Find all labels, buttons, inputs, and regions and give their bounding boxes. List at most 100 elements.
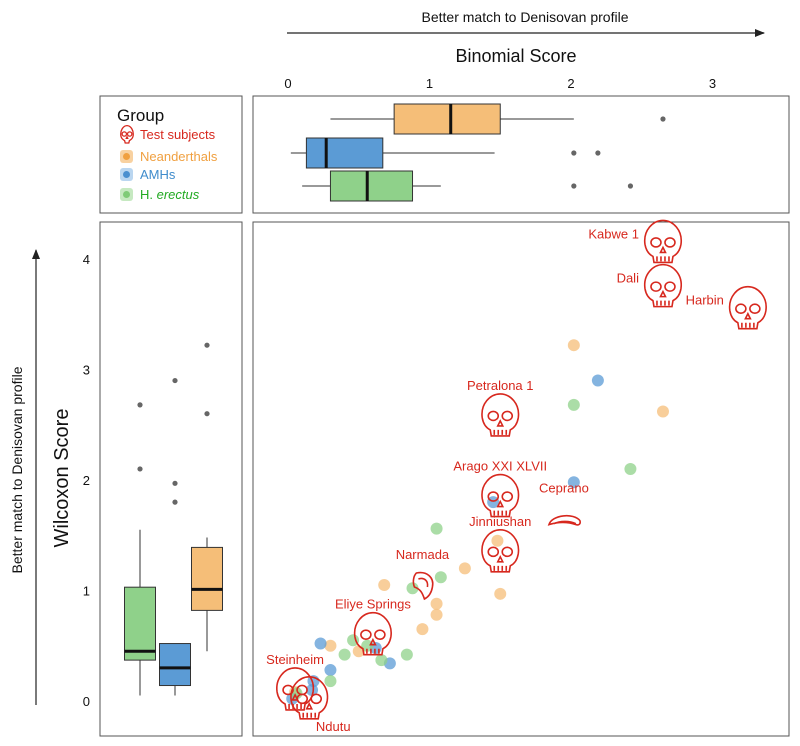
- legend-test-label: Test subjects: [140, 127, 216, 142]
- point-neanderthal: [430, 608, 443, 621]
- skull-icon: [481, 393, 520, 437]
- point-amh: [314, 637, 327, 650]
- skull-eye-left: [487, 410, 500, 422]
- left-box-outlier: [137, 402, 143, 408]
- skull-nose: [369, 637, 377, 646]
- subject-label: Eliye Springs: [335, 597, 411, 612]
- y-tick-label: 1: [83, 584, 90, 599]
- point-erectus: [434, 571, 447, 584]
- subject-skull-icon: [481, 393, 520, 437]
- top-box-erectus: [329, 170, 414, 202]
- point-neanderthal: [458, 562, 471, 575]
- skull-teeth: [656, 300, 670, 306]
- top-box-outlier: [627, 183, 634, 189]
- top-box-amh: [305, 137, 384, 169]
- subject-label: Kabwe 1: [588, 226, 639, 241]
- subject-skull-icon: [353, 611, 392, 656]
- point-erectus: [567, 398, 580, 411]
- point-neanderthal: [567, 339, 580, 352]
- skull-teeth: [493, 429, 508, 435]
- skull-teeth: [493, 510, 508, 516]
- legend-skull-icon: [120, 124, 134, 144]
- left-box-outlier: [204, 342, 210, 348]
- skull-icon: [481, 529, 520, 573]
- skull-icon: [643, 263, 682, 308]
- top-arrow-label: Better match to Denisovan profile: [422, 9, 629, 25]
- left-boxplot-panel: [99, 221, 243, 737]
- legend-amh-label: AMHs: [140, 167, 176, 182]
- subject-skull-icon: [290, 675, 329, 720]
- skull-eye-right: [664, 237, 676, 248]
- point-erectus: [430, 522, 443, 535]
- y-tick-label: 0: [83, 694, 90, 709]
- skull-eye-right: [501, 491, 514, 502]
- left-arrow-label: Better match to Denisovan profile: [9, 366, 25, 573]
- subject-skull-icon: [481, 473, 520, 518]
- x-tick-label: 2: [567, 76, 574, 91]
- skull-teeth: [493, 565, 508, 571]
- skull-cap-icon: [547, 514, 581, 526]
- subject-skull-icon: [412, 571, 434, 601]
- skull-eye-left: [650, 281, 662, 292]
- x-axis-title: Binomial Score: [455, 46, 576, 66]
- legend-erectus-dot: [123, 191, 130, 198]
- top-box-outlier: [660, 116, 666, 122]
- top-boxplot-panel: [252, 95, 790, 214]
- subject-skull-icon: [728, 285, 767, 330]
- point-erectus: [375, 654, 388, 667]
- legend-erectus-label: H. erectus: [140, 187, 200, 202]
- legend-neanderthal-dot: [123, 153, 130, 160]
- subject-skull-icon: [643, 219, 682, 264]
- subject-label: Steinheim: [266, 652, 324, 667]
- left-box-erectus: [124, 586, 156, 661]
- point-erectus: [406, 582, 419, 595]
- left-box-outlier: [172, 377, 178, 384]
- point-erectus: [400, 648, 413, 661]
- point-neanderthal: [430, 597, 443, 610]
- x-tick-label: 1: [426, 76, 433, 91]
- skull-nose: [496, 499, 505, 508]
- skull-fragment-line: [418, 577, 429, 588]
- top-box-outlier: [595, 150, 601, 156]
- subject-skull-icon: [547, 514, 581, 526]
- subject-label: Petralona 1: [467, 378, 534, 393]
- subject-label: Ndutu: [316, 719, 351, 734]
- y-tick-label: 2: [83, 473, 90, 488]
- legend: Group Test subjects Neanderthals AMHs H.…: [117, 106, 218, 202]
- skull-fragment-icon: [412, 571, 434, 601]
- left-box-outlier: [204, 411, 210, 417]
- skull-nose: [659, 289, 667, 298]
- skull-eye-right: [749, 303, 761, 315]
- top-box-outlier: [571, 150, 577, 156]
- skull-eye-left: [735, 303, 747, 315]
- legend-amh-dot: [123, 171, 130, 178]
- left-box-outlier: [172, 480, 178, 486]
- skull-teeth: [741, 322, 755, 328]
- skull-eye-left: [650, 237, 662, 248]
- y-tick-label: 3: [83, 363, 90, 378]
- left-box-outlier: [172, 499, 178, 505]
- skull-eye-right: [501, 410, 514, 422]
- skull-eye-left: [360, 629, 372, 641]
- point-amh: [324, 664, 337, 677]
- point-neanderthal: [494, 587, 507, 600]
- subject-label: Jinniushan: [469, 514, 531, 529]
- x-tick-label: 0: [284, 76, 291, 91]
- subject-label: Harbin: [686, 293, 724, 308]
- point-erectus: [624, 462, 637, 475]
- skull-cap-line: [553, 520, 577, 525]
- skull-nose: [659, 245, 667, 254]
- left-box-outlier: [137, 466, 143, 472]
- top-box-outlier: [571, 183, 577, 189]
- legend-panel: [99, 95, 243, 214]
- legend-neanderthal-label: Neanderthals: [140, 149, 218, 164]
- skull-eye-right: [664, 281, 676, 292]
- legend-title: Group: [117, 106, 164, 125]
- point-amh: [487, 496, 500, 509]
- skull-eye-left: [296, 693, 309, 705]
- y-axis-title: Wilcoxon Score: [51, 409, 73, 548]
- skull-eye-right: [374, 629, 386, 641]
- subject-label: Dali: [617, 271, 640, 286]
- subject-skull-icon: [643, 263, 682, 308]
